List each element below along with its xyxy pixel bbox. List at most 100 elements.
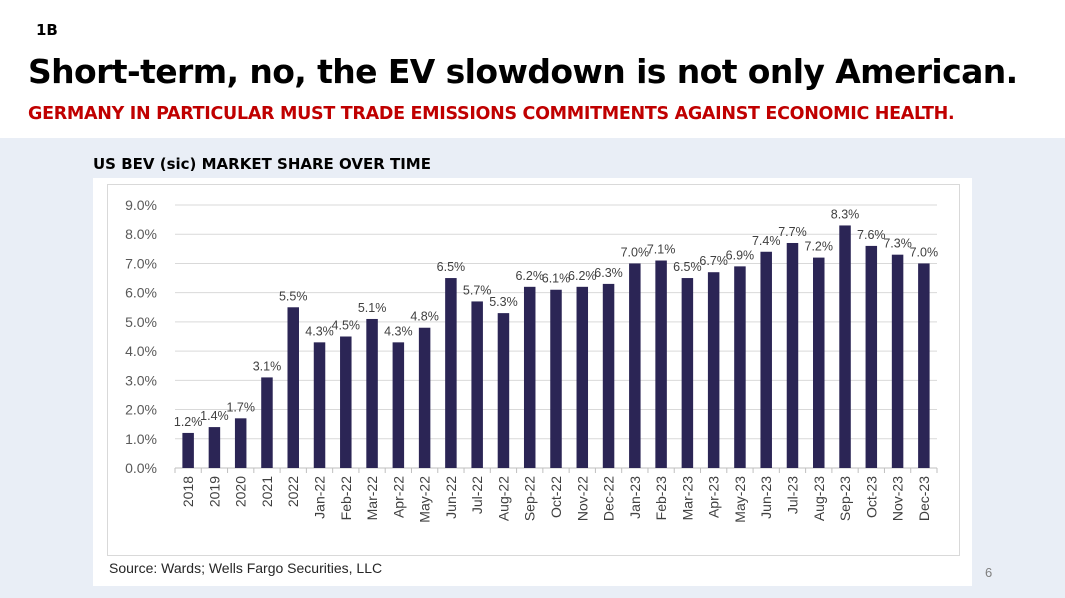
x-tick-label: Dec-22 xyxy=(601,476,617,521)
data-label: 5.1% xyxy=(358,301,387,315)
x-tick-label: 2021 xyxy=(259,476,275,507)
x-tick-label: Nov-22 xyxy=(574,476,590,521)
data-label: 1.7% xyxy=(226,400,255,414)
data-label: 7.4% xyxy=(752,234,781,248)
data-label: 6.9% xyxy=(726,248,755,262)
data-label: 5.5% xyxy=(279,289,308,303)
data-label: 6.2% xyxy=(568,269,597,283)
data-label: 4.8% xyxy=(410,310,439,324)
x-tick-label: Sep-23 xyxy=(837,476,853,521)
bar xyxy=(681,278,694,468)
y-tick-label: 5.0% xyxy=(125,314,157,330)
data-label: 6.2% xyxy=(515,269,544,283)
bar xyxy=(865,245,878,468)
data-label: 5.3% xyxy=(489,295,517,309)
slide-subtitle: GERMANY IN PARTICULAR MUST TRADE EMISSIO… xyxy=(28,104,955,124)
slide-tag: 1B xyxy=(36,21,58,39)
y-tick-label: 1.0% xyxy=(125,431,157,447)
y-tick-label: 2.0% xyxy=(125,402,157,418)
x-tick-label: 2022 xyxy=(285,476,301,507)
bar xyxy=(839,225,851,468)
bar xyxy=(760,251,772,468)
bar xyxy=(734,266,746,468)
data-label: 7.7% xyxy=(778,225,807,239)
bar xyxy=(497,313,510,468)
bar xyxy=(471,301,483,468)
bar xyxy=(655,260,667,468)
bar-chart: 0.0% 1.0% 2.0% 3.0% 4.0% 5.0% 6.0% 7.0% 8.0% 9.0%… xyxy=(125,197,939,523)
x-tick-label: Feb-23 xyxy=(653,476,669,521)
data-label: 1.4% xyxy=(200,409,229,423)
data-label: 1.2% xyxy=(174,415,203,429)
bar xyxy=(340,336,352,468)
data-label: 7.0% xyxy=(910,245,939,259)
data-label: 7.2% xyxy=(805,240,834,254)
bar xyxy=(813,257,825,468)
x-tick-label: Aug-22 xyxy=(495,476,511,521)
bar xyxy=(366,318,378,468)
bar xyxy=(418,327,431,468)
data-label: 7.6% xyxy=(857,228,886,242)
page-number: 6 xyxy=(985,565,993,580)
bar xyxy=(261,377,273,468)
bar xyxy=(523,286,536,468)
y-tick-label: 9.0% xyxy=(125,197,157,213)
x-tick-label: Oct-22 xyxy=(548,476,564,518)
x-tick-label: May-23 xyxy=(732,476,748,523)
bar xyxy=(629,263,641,468)
x-tick-label: Nov-23 xyxy=(890,476,906,521)
x-tick-label: Oct-23 xyxy=(863,476,879,518)
x-tick-label: 2018 xyxy=(180,476,196,507)
x-tick-label: Dec-23 xyxy=(916,476,932,521)
data-label: 3.1% xyxy=(253,359,282,373)
y-tick-label: 4.0% xyxy=(125,343,157,359)
bar xyxy=(208,427,221,468)
bar xyxy=(550,289,562,468)
y-tick-label: 6.0% xyxy=(125,285,157,301)
data-label: 4.5% xyxy=(332,319,361,333)
bar xyxy=(392,342,405,468)
bar xyxy=(182,432,194,468)
x-tick-label: Jul-22 xyxy=(469,476,485,514)
slide-title: Short-term, no, the EV slowdown is not o… xyxy=(28,52,1018,91)
data-label: 8.3% xyxy=(831,207,860,221)
bar xyxy=(707,272,720,468)
bar xyxy=(891,254,904,468)
bar xyxy=(786,242,799,468)
chart-card: 0.0% 1.0% 2.0% 3.0% 4.0% 5.0% 6.0% 7.0% 8.0% 9.0%… xyxy=(93,178,972,586)
x-tick-label: Jul-23 xyxy=(784,476,800,514)
chart-plot-frame xyxy=(107,184,960,556)
x-tick-label: Jun-22 xyxy=(443,476,459,519)
data-label: 6.7% xyxy=(699,254,728,268)
y-tick-label: 0.0% xyxy=(125,460,157,476)
data-label: 4.3% xyxy=(384,324,413,338)
bar xyxy=(576,286,589,468)
y-tick-label: 3.0% xyxy=(125,372,157,388)
source-note: Source: Wards; Wells Fargo Securities, L… xyxy=(109,560,383,576)
bar xyxy=(602,283,615,468)
data-label: 4.3% xyxy=(305,324,334,338)
x-tick-label: Apr-22 xyxy=(390,476,406,518)
x-tick-label: Apr-23 xyxy=(706,476,722,518)
bar xyxy=(234,418,247,468)
bar xyxy=(445,278,457,468)
bar xyxy=(918,263,930,468)
data-label: 6.5% xyxy=(437,260,466,274)
chart-heading: US BEV (sic) MARKET SHARE OVER TIME xyxy=(93,155,431,173)
x-tick-label: Sep-22 xyxy=(522,476,538,521)
bar xyxy=(313,342,326,468)
bar xyxy=(287,307,299,468)
x-tick-label: Feb-22 xyxy=(338,476,354,521)
data-label: 7.1% xyxy=(647,243,676,257)
x-tick-label: Jun-23 xyxy=(758,476,774,519)
x-tick-label: 2020 xyxy=(233,476,249,507)
x-tick-label: Aug-23 xyxy=(811,476,827,521)
data-label: 7.3% xyxy=(883,237,912,251)
x-tick-label: Jan-22 xyxy=(312,476,328,519)
x-tick-label: Jan-23 xyxy=(627,476,643,519)
data-label: 6.1% xyxy=(542,272,571,286)
y-tick-label: 8.0% xyxy=(125,226,157,242)
x-tick-label: Mar-23 xyxy=(679,476,695,521)
data-label: 6.3% xyxy=(594,266,623,280)
y-tick-label: 7.0% xyxy=(125,255,157,271)
